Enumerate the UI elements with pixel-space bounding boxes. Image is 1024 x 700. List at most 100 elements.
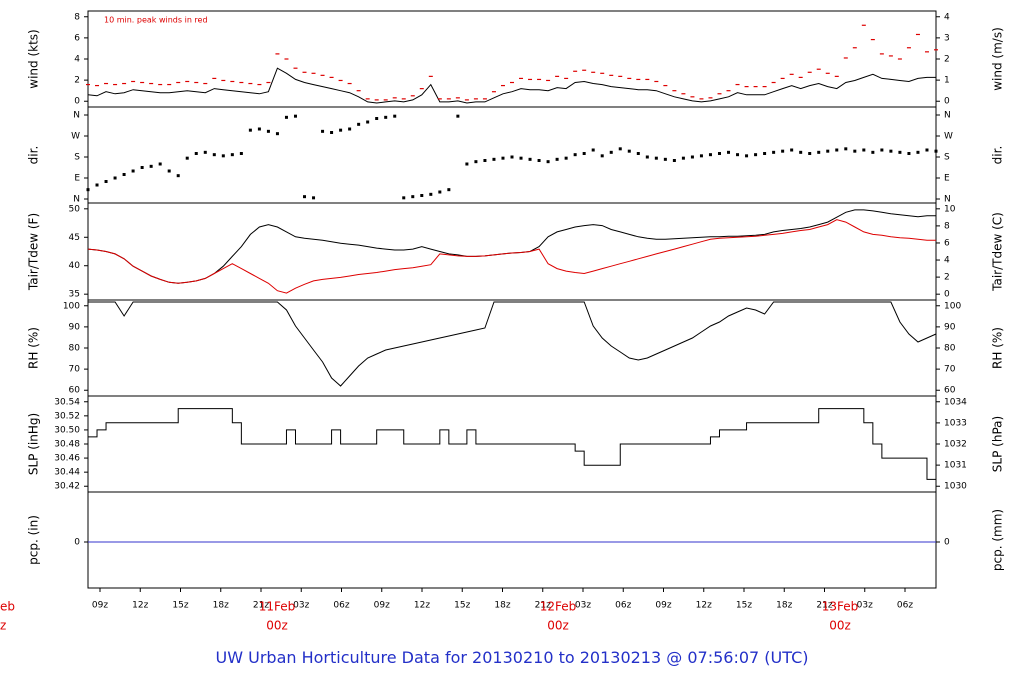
- dir-point: [736, 153, 740, 157]
- series-SLP: [88, 408, 937, 480]
- dir-point: [916, 150, 920, 154]
- dir-point: [104, 180, 108, 183]
- dir-point: [853, 149, 857, 153]
- tick-label-right-temp: 10: [944, 204, 956, 214]
- dir-point: [871, 150, 875, 154]
- tick-label-left-temp: 50: [69, 204, 81, 214]
- tick-label-right-temp: 8: [944, 221, 950, 231]
- dir-point: [113, 176, 117, 180]
- x-tick-label: 12z: [696, 601, 712, 611]
- axis-label-right-rh: RH (%): [991, 327, 1005, 369]
- tick-label-right-rh: 70: [944, 365, 956, 375]
- tick-label-left-wind: 2: [74, 76, 80, 86]
- dir-point: [122, 173, 126, 176]
- dir-point: [907, 152, 911, 155]
- dir-point: [763, 152, 767, 155]
- axis-label-left-rh: RH (%): [27, 327, 41, 369]
- x-tick-label: 09z: [374, 601, 390, 611]
- dir-point: [925, 148, 929, 152]
- tick-label-right-pcp: 0: [944, 538, 950, 548]
- dir-point: [880, 148, 884, 152]
- tick-label-right-wind: 0: [944, 97, 950, 107]
- dir-point: [654, 156, 658, 160]
- tick-label-left-temp: 40: [69, 261, 81, 271]
- dir-point: [339, 128, 343, 132]
- series-RH: [88, 301, 937, 387]
- axis-label-left-temp: Tair/Tdew (F): [27, 213, 41, 291]
- tick-label-right-temp: 0: [944, 290, 950, 300]
- day-label: 13Feb: [822, 600, 859, 614]
- dir-point: [817, 150, 821, 154]
- tick-label-right-dir: N: [944, 195, 951, 205]
- dir-point: [772, 150, 776, 154]
- tick-label-left-slp: 30.48: [54, 440, 80, 450]
- tick-label-left-temp: 35: [69, 290, 80, 300]
- panel-frame-pcp: [87, 491, 937, 589]
- dir-point: [645, 155, 649, 159]
- x-tick-label: 21z: [535, 601, 551, 611]
- dir-point: [330, 131, 334, 134]
- tick-label-right-rh: 100: [944, 301, 961, 311]
- x-tick-label: 09z: [92, 601, 108, 611]
- dir-point: [257, 127, 261, 131]
- dir-point: [663, 157, 667, 161]
- dir-point: [618, 147, 622, 151]
- dir-point: [835, 148, 839, 152]
- tick-label-left-wind: 6: [74, 33, 80, 43]
- tick-label-right-dir: W: [944, 132, 953, 142]
- tick-label-left-rh: 60: [69, 386, 81, 396]
- dir-point: [826, 149, 830, 153]
- tick-label-right-wind: 4: [944, 12, 950, 22]
- tick-label-right-temp: 6: [944, 238, 950, 248]
- dir-point: [212, 153, 216, 157]
- dir-point: [799, 150, 803, 154]
- x-tick-label: 18z: [776, 601, 792, 611]
- tick-label-right-dir: N: [944, 111, 951, 121]
- dir-point: [627, 149, 631, 153]
- axis-label-right-pcp: pcp. (mm): [991, 509, 1005, 571]
- x-tick-label: 06z: [897, 601, 913, 611]
- dir-point: [519, 156, 523, 160]
- tick-label-left-wind: 4: [74, 55, 80, 65]
- panel-frame-temp: [87, 202, 937, 301]
- dir-point: [708, 153, 712, 157]
- dir-point: [176, 174, 180, 178]
- dir-point: [303, 195, 307, 199]
- dir-point: [510, 155, 514, 159]
- tick-label-left-rh: 70: [69, 365, 81, 375]
- tick-label-left-dir: W: [71, 132, 80, 142]
- tick-label-right-wind: 1: [944, 76, 950, 86]
- x-tick-label: 15z: [736, 601, 752, 611]
- dir-point: [727, 150, 731, 154]
- x-tick-label: 03z: [575, 601, 591, 611]
- dir-point: [555, 157, 559, 161]
- dir-point: [681, 156, 685, 160]
- x-tick-label: 03z: [857, 601, 873, 611]
- dir-point: [934, 149, 938, 153]
- dir-point: [582, 152, 586, 155]
- dir-point: [321, 129, 325, 133]
- dir-point: [86, 188, 90, 192]
- x-tick-label: 09z: [655, 601, 671, 611]
- dir-point: [221, 154, 225, 158]
- tick-label-right-temp: 2: [944, 273, 950, 283]
- dir-point: [754, 153, 758, 157]
- axis-label-left-wind: wind (kts): [27, 29, 41, 88]
- x-tick-label: 21z: [253, 601, 269, 611]
- dir-point: [591, 148, 595, 152]
- dir-point: [456, 114, 460, 118]
- axis-label-right-temp: Tair/Tdew (C): [991, 212, 1005, 292]
- dir-point: [95, 183, 99, 187]
- dir-point: [348, 127, 352, 131]
- tick-label-left-slp: 30.52: [54, 411, 80, 421]
- x-tick-label: 21z: [816, 601, 832, 611]
- tick-label-right-wind: 2: [944, 55, 950, 65]
- dir-point: [474, 160, 478, 164]
- dir-point: [781, 149, 785, 153]
- dir-point: [546, 160, 550, 164]
- tick-label-right-rh: 60: [944, 386, 956, 396]
- day-time-label-clipped: z: [0, 619, 6, 633]
- tick-label-left-dir: N: [73, 195, 80, 205]
- tick-label-left-wind: 0: [74, 97, 80, 107]
- dir-point: [366, 120, 370, 124]
